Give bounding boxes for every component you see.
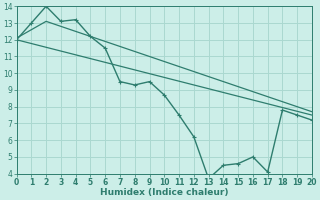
- X-axis label: Humidex (Indice chaleur): Humidex (Indice chaleur): [100, 188, 228, 197]
